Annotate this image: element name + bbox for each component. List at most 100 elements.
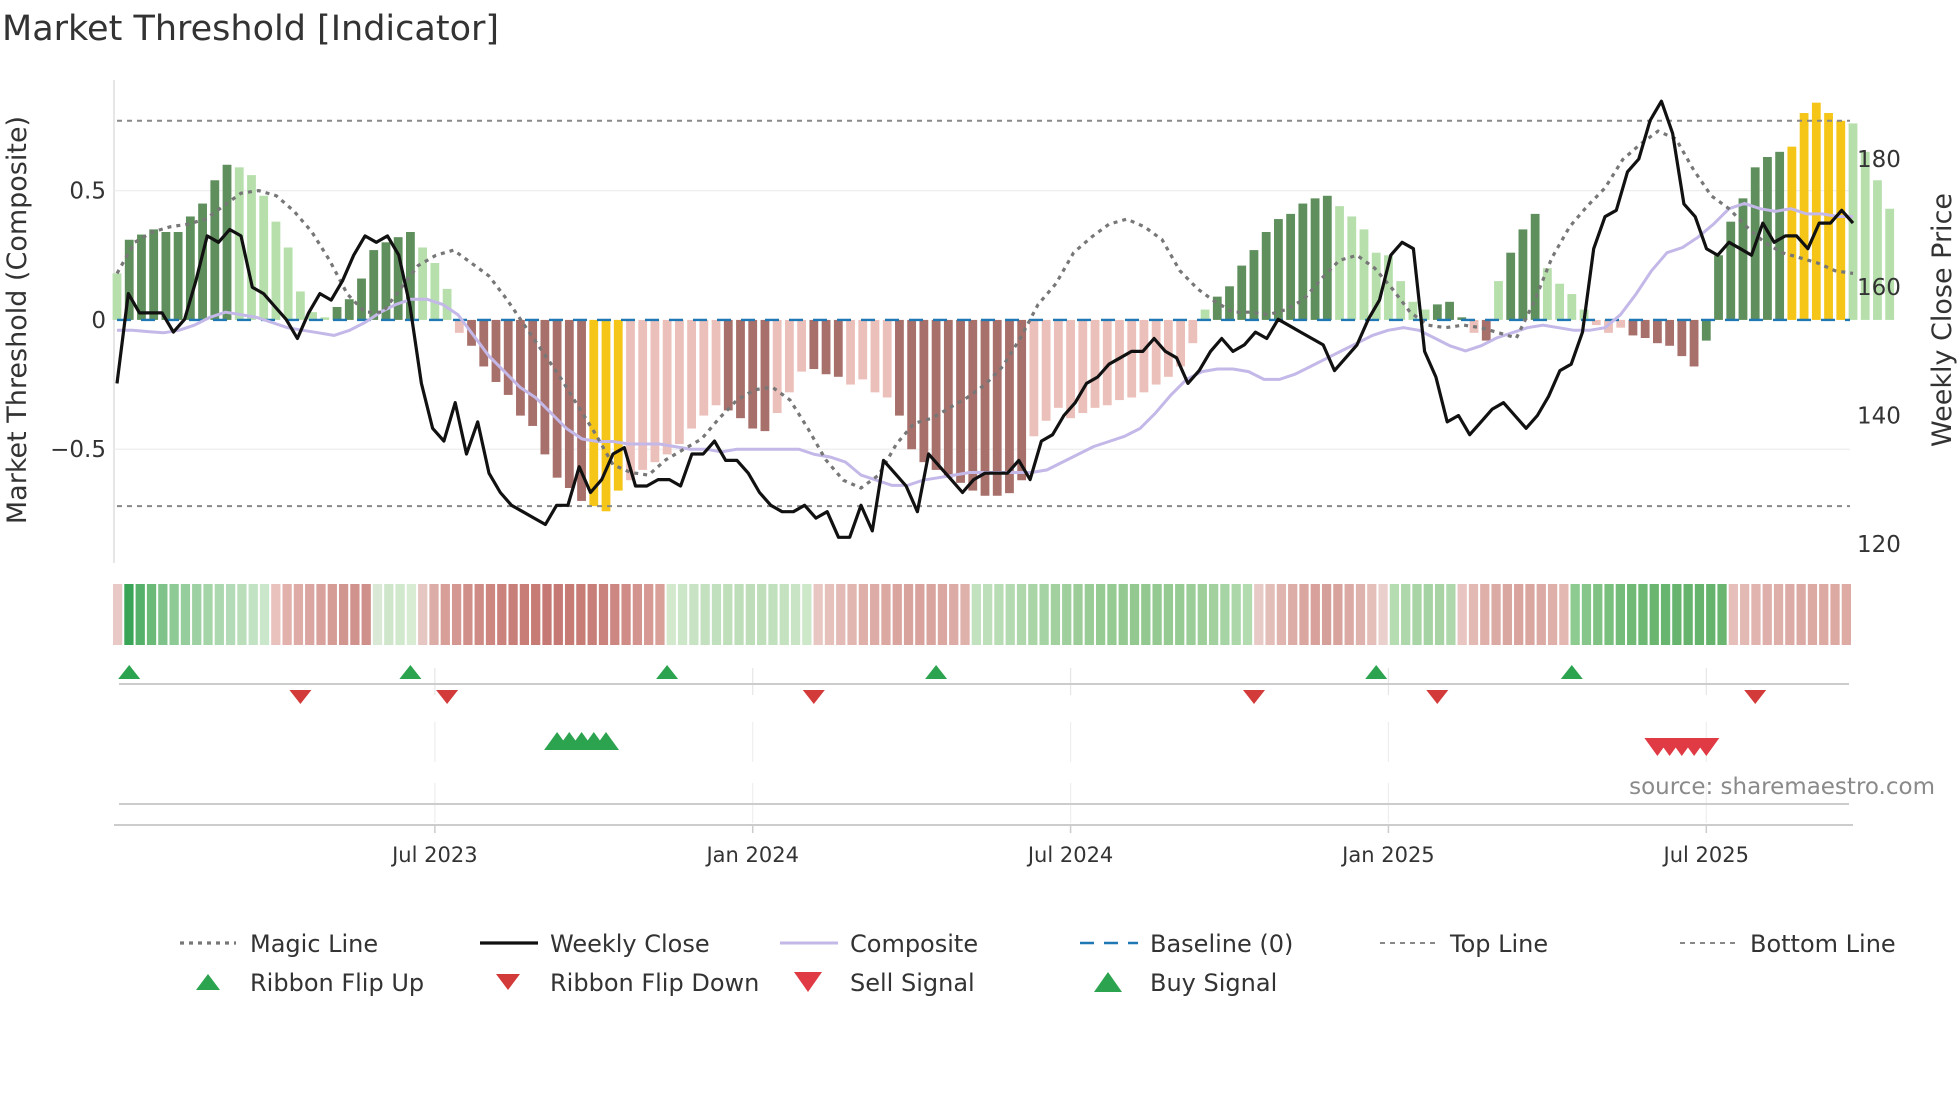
ribbon-cell [621,584,631,645]
threshold-bar [1078,319,1088,414]
legend-label-flip-up: Ribbon Flip Up [250,969,424,997]
threshold-bar [1689,319,1699,367]
threshold-bar [1457,317,1467,320]
ribbon-cell [1773,584,1784,645]
ribbon-flip-down-marker [1744,690,1767,704]
ribbon-cell [790,584,801,645]
ribbon-cell [1050,584,1061,645]
ribbon-cell [1740,584,1750,645]
ribbon-cell [1480,584,1490,645]
ribbon-cell [632,584,643,645]
ribbon-cell [474,584,484,645]
ribbon-cell [768,584,778,645]
threshold-bar [809,319,819,370]
threshold-bar [772,319,782,414]
threshold-bar [1811,102,1821,320]
ribbon-flip-down-marker [436,690,459,704]
threshold-bar [1029,319,1039,437]
threshold-bar [124,239,134,320]
threshold-bar [1053,319,1063,408]
threshold-bar [1738,198,1748,320]
ribbon-cell [1129,584,1140,645]
ribbon-cell [1265,584,1275,645]
ribbon-cell [429,584,439,645]
threshold-bar [283,247,293,320]
ribbon-cell [779,584,789,645]
threshold-bar [406,231,415,320]
ribbon-cell [937,584,948,645]
threshold-bar [919,319,929,463]
threshold-bar [1787,146,1797,320]
ribbon-cell [881,584,891,645]
ribbon-cell [723,584,733,645]
legend-swatch-flip-up [196,974,220,990]
right-axis-ticks: 180 160 140 120 [1857,147,1901,558]
ribbon-flip-up-marker [118,665,141,679]
signal-panel-grid [114,683,1853,826]
ribbon-cell [1717,584,1727,645]
ribbon-flip-down-marker [1426,690,1449,704]
threshold-bar [577,319,586,501]
ribbon-cell [1039,584,1049,645]
ribbon-cell [1762,584,1772,645]
ribbon-cell [1694,584,1705,645]
threshold-bar [1640,319,1650,339]
threshold-bar [149,229,159,320]
threshold-bar [1420,309,1430,320]
ribbon-cell [497,584,507,645]
ribbon-cell [971,584,981,645]
threshold-bar [381,242,391,320]
ribbon-cell [757,584,767,645]
threshold-bar [1371,252,1381,320]
ribbon-cell [1514,584,1524,645]
buy-signal-marker [593,732,619,750]
ribbon-cell [644,584,654,645]
threshold-bar [1176,319,1186,367]
ribbon-flip-up-marker [925,665,948,679]
threshold-bar [736,319,745,419]
ribbon-cell [1446,584,1456,645]
ribbon-cell [203,584,213,645]
ribbon-cell [1242,584,1253,645]
ribbon-cell [361,584,371,645]
threshold-bar [1799,113,1809,320]
threshold-bar [418,247,428,320]
ribbon-cell [1638,584,1648,645]
ribbon-cell [1310,584,1320,645]
ribbon-cell [836,584,846,645]
threshold-bar [564,319,574,489]
right-tick-label: 160 [1857,275,1901,301]
ribbon-cell [214,584,224,645]
threshold-bar [454,319,464,333]
threshold-bar [1701,319,1711,341]
threshold-bar [1127,319,1137,398]
legend-swatch-flip-down [496,974,520,990]
ribbon-cell [440,584,450,645]
threshold-bar [626,319,635,481]
ribbon-cell [813,584,823,645]
legend-label-sell: Sell Signal [850,969,975,997]
ribbon-cell [1457,584,1467,645]
threshold-bar [1237,265,1247,320]
x-tick-label: Jul 2025 [1662,843,1749,867]
ribbon-cell [1468,584,1479,645]
threshold-bar [479,319,489,367]
ribbon-cell [1525,584,1535,645]
ribbon-cell [519,584,530,645]
threshold-bar [638,319,648,470]
ribbon-cell [158,584,168,645]
ribbon-cell [350,584,360,645]
threshold-bar [528,319,538,426]
ribbon-cell [1536,584,1546,645]
threshold-bar [271,221,281,320]
threshold-bar [723,319,733,411]
ribbon-cell [1649,584,1659,645]
ribbon-cell [1005,584,1015,645]
ribbon-cell [259,584,270,645]
threshold-bar [516,319,525,416]
ribbon-cell [1118,584,1128,645]
threshold-bar [1432,304,1442,320]
ribbon-cell [1186,584,1196,645]
threshold-bar [613,319,623,491]
threshold-bar [1628,319,1638,336]
